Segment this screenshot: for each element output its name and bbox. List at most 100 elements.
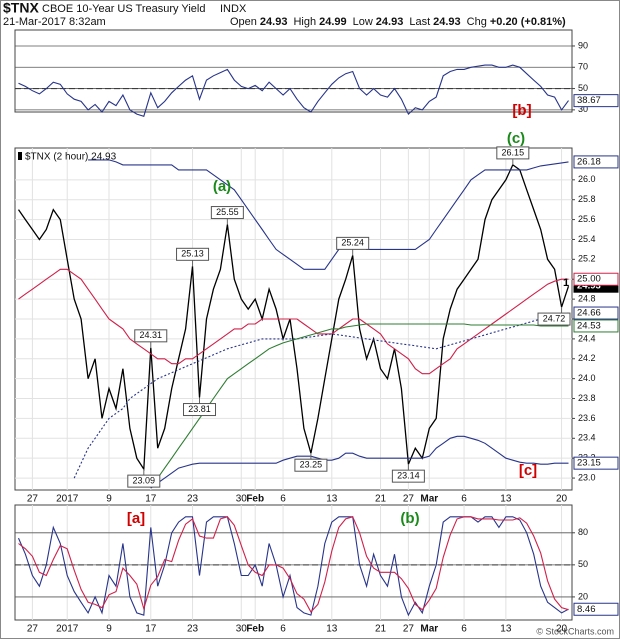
x-tick-label: 20 — [556, 624, 568, 635]
annotation: 23.81 — [188, 404, 211, 414]
end-label-box — [573, 94, 619, 108]
x-tick-label: 23 — [187, 494, 199, 505]
annotation-box — [134, 329, 168, 343]
annotation: 25.55 — [216, 207, 239, 217]
end-label: 26.18 — [577, 156, 601, 167]
x-tick-label: 21 — [375, 624, 387, 635]
credit: © StockCharts.com — [536, 626, 614, 636]
series-line — [18, 516, 569, 613]
x-tick-label: 17 — [145, 494, 157, 505]
series-line — [150, 323, 569, 489]
x-tick-label: 2017 — [56, 494, 79, 505]
annotation-box — [537, 312, 571, 326]
y-tick-label: 25.2 — [578, 254, 596, 264]
x-tick-label: 27 — [27, 494, 39, 505]
y-tick-label: 25.4 — [578, 234, 596, 244]
x-tick-label: 20 — [556, 494, 568, 505]
x-tick-label: 27 — [27, 624, 39, 635]
wave-label: (b) — [400, 510, 419, 527]
y-tick-label: 25.8 — [578, 194, 596, 204]
annotation: 26.15 — [502, 147, 525, 157]
end-label: 23.15 — [577, 458, 601, 469]
stat-label: Open — [230, 16, 257, 28]
stat-label: High — [293, 16, 316, 28]
y-tick-label: 23.6 — [578, 413, 596, 423]
end-label: 24.53 — [577, 320, 601, 331]
annotation: 23.14 — [397, 471, 420, 481]
end-label-box — [573, 155, 619, 169]
legend: $TNX (2 hour) 24.93 — [25, 152, 117, 163]
wave-label: [a] — [127, 510, 145, 527]
x-tick-label: 13 — [326, 624, 338, 635]
annotation: 24.31 — [140, 330, 163, 340]
end-label: 8.46 — [577, 604, 596, 615]
y-tick-label: 90 — [578, 40, 588, 50]
series-line — [150, 435, 569, 489]
series-line — [18, 268, 569, 375]
annotation-box — [336, 236, 370, 250]
stat-value: 24.93 — [260, 16, 288, 28]
x-tick-label: 6 — [280, 494, 286, 505]
x-tick-label: 6 — [461, 624, 467, 635]
x-tick-label: 13 — [326, 494, 338, 505]
x-tick-label: 13 — [500, 494, 512, 505]
annotation: 23.09 — [133, 475, 156, 485]
wave-label: (a) — [213, 178, 231, 195]
annotation: 24.72 — [543, 313, 566, 323]
x-tick-label: 21 — [375, 494, 387, 505]
y-tick-label: 25.6 — [578, 214, 596, 224]
wave-label: (c) — [507, 130, 525, 147]
exchange: INDX — [220, 3, 247, 15]
annotation-box — [210, 206, 244, 220]
x-tick-label: 9 — [106, 494, 112, 505]
y-tick-label: 24.8 — [578, 293, 596, 303]
y-tick-label: 23.8 — [578, 393, 596, 403]
annotation-box — [496, 146, 530, 160]
stat-value: 24.93 — [376, 16, 404, 28]
end-label: 38.67 — [577, 95, 601, 106]
annotation-box — [176, 247, 210, 261]
stat-value: 24.93 — [433, 16, 461, 28]
annotation: 25.24 — [341, 238, 364, 248]
wave-label: [b] — [512, 102, 531, 119]
y-tick-label: 50 — [578, 559, 588, 569]
date: 21-Mar-2017 8:32am — [3, 16, 106, 28]
series-line — [17, 516, 569, 617]
symbol: $TNX — [3, 0, 39, 16]
end-label-box — [573, 602, 619, 616]
x-tick-label: 23 — [187, 624, 199, 635]
x-tick-label: 17 — [145, 624, 157, 635]
y-tick-label: 26.0 — [578, 174, 596, 184]
x-tick-label: Feb — [246, 624, 264, 635]
annotation-box — [183, 403, 217, 417]
wave-label: [c] — [519, 462, 537, 479]
stat-label: Last — [409, 16, 430, 28]
stat-value: +0.20 (+0.81%) — [490, 16, 566, 28]
series-line — [17, 163, 570, 472]
x-tick-label: Feb — [246, 494, 264, 505]
end-label-box — [573, 306, 619, 320]
stat-value: 24.99 — [319, 16, 347, 28]
wave-label: 1 — [563, 277, 569, 289]
x-tick-label: 9 — [106, 624, 112, 635]
x-tick-label: 6 — [461, 494, 467, 505]
y-tick-label: 30 — [578, 104, 588, 114]
annotation-box — [127, 474, 161, 488]
y-tick-label: 23.0 — [578, 472, 596, 482]
end-label-box — [573, 456, 619, 470]
stat-label: Chg — [467, 16, 487, 28]
y-tick-label: 23.4 — [578, 433, 596, 443]
end-label-box — [573, 272, 619, 286]
x-tick-label: 30 — [236, 624, 248, 635]
series-line — [18, 64, 569, 117]
x-tick-label: 30 — [236, 494, 248, 505]
y-tick-label: 24.2 — [578, 353, 596, 363]
panel — [14, 504, 573, 621]
x-tick-label: 6 — [280, 624, 286, 635]
x-tick-label: 27 — [403, 624, 415, 635]
y-tick-label: 24.4 — [578, 333, 596, 343]
annotation-box — [391, 469, 425, 483]
stats: Open 24.93 High 24.99 Low 24.93 Last 24.93 Chg +0… — [230, 16, 566, 28]
